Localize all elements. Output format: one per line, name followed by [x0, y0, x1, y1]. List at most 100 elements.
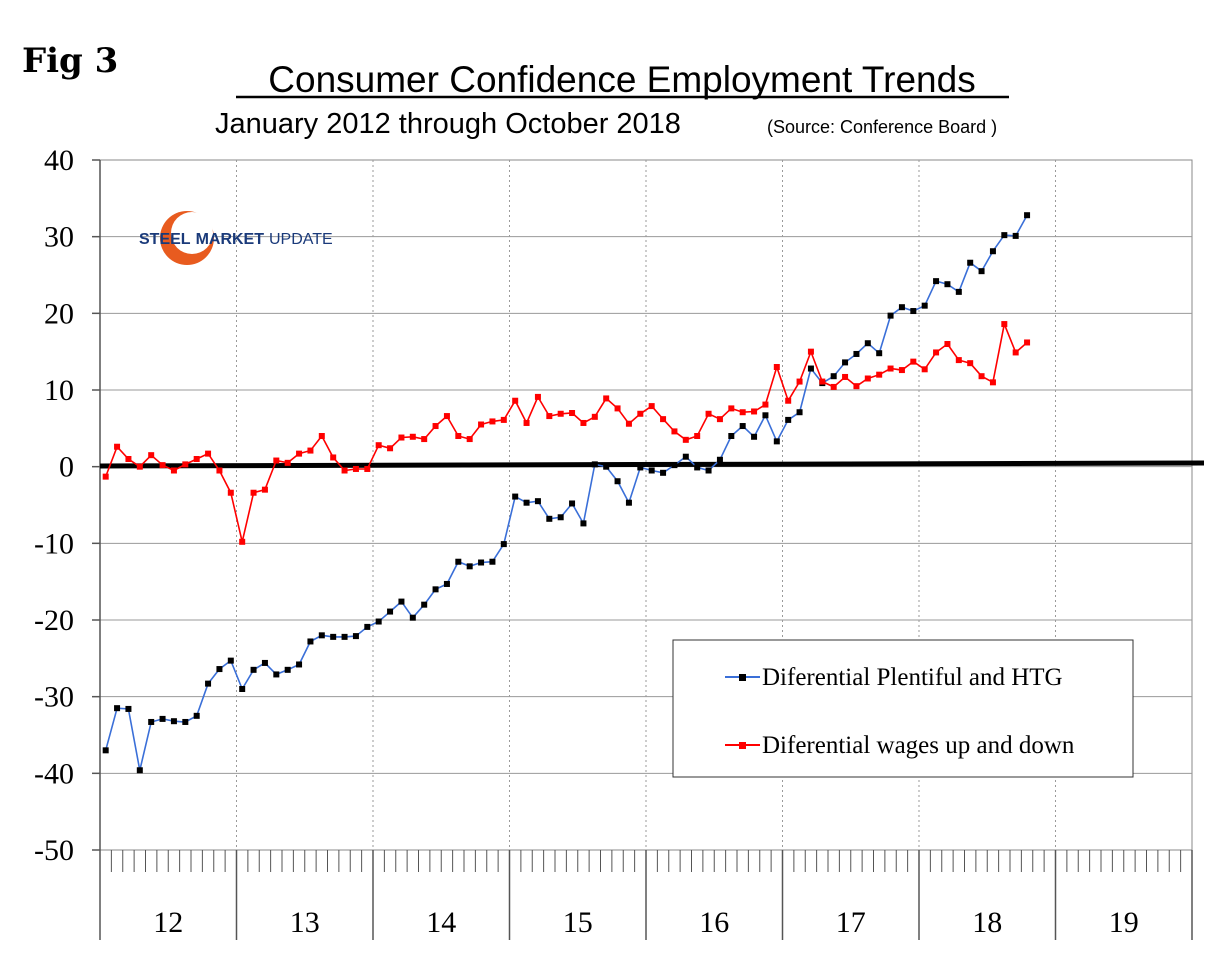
- data-point: [728, 433, 735, 439]
- data-point: [1024, 212, 1031, 219]
- data-point: [125, 456, 132, 462]
- data-point: [432, 586, 439, 593]
- data-point: [534, 498, 541, 505]
- data-point: [148, 452, 155, 459]
- y-tick-label: -30: [34, 681, 74, 714]
- data-point: [421, 601, 428, 608]
- data-point: [182, 461, 189, 468]
- data-point: [694, 433, 701, 439]
- data-point: [580, 419, 587, 426]
- data-point: [705, 467, 712, 474]
- data-point: [603, 395, 610, 402]
- data-point: [1024, 339, 1031, 346]
- data-point: [318, 433, 325, 439]
- data-point: [318, 632, 325, 639]
- data-point: [762, 412, 769, 419]
- data-point: [660, 469, 667, 476]
- data-point: [591, 413, 598, 420]
- data-point: [216, 467, 223, 474]
- data-point: [967, 360, 974, 367]
- data-point: [773, 438, 780, 445]
- data-point: [557, 514, 564, 521]
- data-point: [387, 445, 394, 452]
- data-point: [955, 357, 962, 364]
- data-point: [853, 350, 860, 357]
- x-year-label: 17: [836, 906, 866, 939]
- data-point: [785, 416, 792, 423]
- data-point: [898, 367, 905, 374]
- data-point: [978, 373, 985, 380]
- data-point: [682, 453, 689, 460]
- data-point: [500, 416, 507, 423]
- data-point: [421, 436, 428, 443]
- data-point: [125, 705, 132, 712]
- series-line: [104, 321, 1028, 542]
- data-point: [751, 433, 758, 440]
- data-point: [296, 661, 303, 668]
- logo-swoosh-inner: [171, 212, 213, 254]
- data-point: [716, 416, 723, 423]
- data-point: [307, 638, 314, 645]
- series-1: [102, 212, 1031, 774]
- data-point: [409, 614, 416, 621]
- data-point: [614, 405, 621, 412]
- y-tick-label: 40: [44, 144, 74, 177]
- data-point: [273, 457, 280, 464]
- data-point: [705, 410, 712, 417]
- data-point: [398, 598, 405, 605]
- data-point: [978, 268, 985, 275]
- data-point: [682, 436, 689, 443]
- data-point: [466, 436, 473, 443]
- chart-subtitle: January 2012 through October 2018: [215, 108, 681, 140]
- x-year-label: 13: [290, 906, 320, 939]
- data-point: [114, 443, 121, 450]
- data-point: [773, 364, 780, 370]
- data-point: [739, 423, 746, 430]
- data-point: [944, 341, 951, 347]
- data-point: [1001, 232, 1008, 239]
- logo-word-steel: STEEL: [139, 231, 191, 248]
- data-point: [887, 312, 894, 319]
- data-point: [205, 680, 212, 687]
- data-point: [637, 410, 644, 417]
- data-point: [102, 473, 109, 480]
- data-point: [762, 401, 769, 408]
- data-point: [694, 464, 701, 471]
- data-point: [864, 340, 871, 347]
- data-point: [478, 559, 485, 566]
- data-point: [489, 558, 496, 565]
- chart-source: (Source: Conference Board ): [767, 117, 997, 137]
- data-point: [523, 499, 530, 506]
- data-point: [671, 428, 678, 435]
- data-point: [330, 633, 337, 640]
- y-tick-label: -50: [34, 834, 74, 867]
- series-2: [102, 321, 1031, 545]
- data-point: [614, 478, 621, 485]
- data-point: [432, 423, 439, 430]
- y-tick-label: 10: [44, 374, 74, 407]
- data-point: [989, 379, 996, 386]
- data-point: [876, 371, 883, 378]
- data-point: [853, 383, 860, 390]
- data-point: [284, 666, 291, 673]
- data-point: [352, 465, 359, 472]
- logo-word-update: UPDATE: [269, 231, 333, 248]
- x-year-label: 19: [1109, 906, 1139, 939]
- data-point: [466, 563, 473, 570]
- legend-label-1: Diferential Plentiful and HTG: [762, 664, 1063, 691]
- data-point: [273, 671, 280, 678]
- data-point: [159, 715, 166, 722]
- data-point: [603, 463, 610, 470]
- data-point: [387, 608, 394, 615]
- data-point: [489, 418, 496, 425]
- data-point: [443, 413, 450, 420]
- data-point: [625, 420, 632, 427]
- data-point: [796, 378, 803, 385]
- data-point: [364, 465, 371, 472]
- data-point: [205, 450, 212, 457]
- data-point: [136, 463, 143, 470]
- x-year-label: 16: [699, 906, 729, 939]
- series-line: [104, 214, 1028, 771]
- data-point: [569, 500, 576, 507]
